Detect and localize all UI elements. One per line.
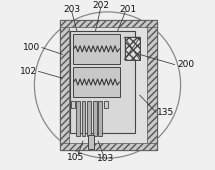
Text: 105: 105: [68, 153, 85, 162]
Bar: [104, 101, 108, 108]
Bar: [93, 101, 97, 136]
Bar: [71, 101, 75, 108]
Text: 200: 200: [177, 60, 194, 69]
Text: 102: 102: [20, 67, 37, 76]
Bar: [73, 34, 120, 64]
Bar: [88, 135, 94, 149]
Bar: [73, 67, 120, 97]
Text: 203: 203: [63, 5, 80, 14]
Bar: [60, 20, 157, 27]
Bar: [124, 37, 140, 59]
Text: 100: 100: [23, 43, 40, 52]
Text: 135: 135: [157, 108, 174, 117]
Bar: [60, 20, 69, 150]
Bar: [87, 101, 91, 136]
Text: 103: 103: [97, 155, 114, 163]
Bar: [60, 143, 157, 150]
Bar: [124, 37, 140, 59]
Bar: [70, 31, 135, 133]
Bar: [147, 20, 157, 150]
Bar: [76, 101, 80, 136]
Bar: [82, 101, 85, 136]
Text: 202: 202: [92, 1, 109, 10]
Text: 201: 201: [119, 5, 137, 14]
Bar: [98, 101, 102, 136]
Bar: [60, 20, 157, 150]
